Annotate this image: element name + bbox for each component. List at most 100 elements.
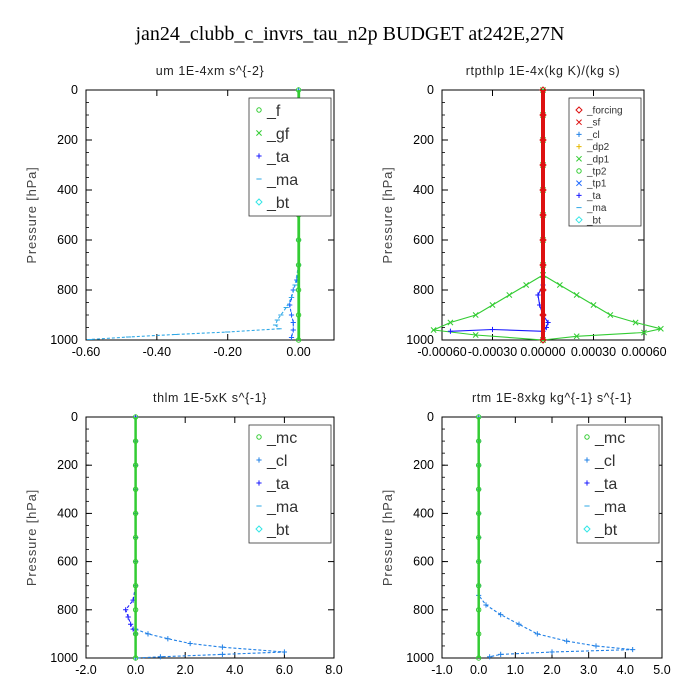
series-cl	[133, 626, 287, 661]
data-point	[487, 654, 493, 660]
y-axis-label: Pressure [hPa]	[24, 489, 39, 586]
data-point	[549, 649, 555, 655]
data-point	[219, 644, 225, 650]
legend-marker	[256, 480, 262, 486]
data-point	[475, 486, 482, 492]
data-point	[564, 638, 570, 644]
legend-marker	[576, 180, 582, 187]
legend-label: _bt	[594, 522, 618, 539]
legend-marker	[576, 144, 582, 150]
data-point	[132, 462, 139, 468]
x-tick-label: -0.60	[72, 345, 101, 359]
data-point	[641, 329, 647, 336]
data-point	[132, 414, 139, 420]
data-point	[483, 602, 489, 608]
y-tick-label: 200	[57, 458, 78, 472]
legend-label: _ma	[594, 499, 626, 516]
x-tick-label: 0.00000	[520, 345, 565, 359]
data-point	[545, 319, 551, 326]
series-forcing	[539, 86, 547, 344]
panel-title: rtpthlp 1E-4x(kg K)/(kg s)	[466, 64, 621, 78]
x-tick-label: 1.0	[507, 663, 524, 677]
legend-label: _tp2	[586, 167, 607, 178]
y-tick-label: 1000	[406, 333, 434, 347]
data-point	[475, 462, 482, 468]
legend-marker	[575, 106, 583, 114]
data-point	[288, 334, 295, 341]
legend-marker	[256, 434, 262, 440]
data-point	[516, 621, 522, 627]
data-point	[475, 631, 482, 637]
series-line	[450, 284, 549, 332]
data-point	[539, 261, 547, 269]
data-point	[556, 282, 563, 288]
data-point	[539, 236, 547, 244]
legend-marker	[576, 155, 582, 162]
data-point	[295, 287, 302, 293]
y-tick-label: 800	[57, 603, 78, 617]
legend-box	[568, 97, 642, 227]
legend-box	[248, 424, 332, 544]
x-tick-label: 8.0	[325, 663, 342, 677]
data-point	[534, 631, 540, 637]
data-point	[288, 312, 295, 318]
chart-panel-3: thlm 1E-5xK s^{-1} Pressure [hPa] 0 200 400 6…	[24, 391, 343, 677]
x-tick-label: -1.0	[431, 663, 453, 677]
y-axis-label: Pressure [hPa]	[24, 166, 39, 263]
y-tick-label: 800	[57, 283, 78, 297]
y-tick-label: 1000	[406, 651, 434, 665]
data-point	[489, 302, 496, 308]
x-tick-label: -0.00060	[417, 345, 466, 359]
legend-label: _bt	[266, 522, 290, 539]
x-tick-label: 0.00	[286, 345, 310, 359]
data-point	[539, 311, 547, 319]
legend-label: _f	[266, 103, 281, 120]
data-point	[657, 325, 664, 332]
legend-marker	[255, 198, 263, 206]
y-tick-label: 400	[57, 506, 78, 520]
legend-label: _tp1	[586, 179, 607, 190]
legend: _mc _cl _ta _ma _bt	[248, 424, 332, 544]
legend-label: _forcing	[586, 106, 623, 117]
data-point	[132, 583, 139, 589]
legend-marker	[576, 192, 582, 198]
legend-marker	[256, 107, 262, 113]
data-point	[607, 312, 614, 318]
data-point	[281, 649, 287, 655]
x-tick-label: -0.20	[213, 345, 242, 359]
data-point	[475, 655, 482, 661]
y-axis-label: Pressure [hPa]	[380, 489, 395, 586]
data-point	[447, 328, 454, 334]
y-axis-label: Pressure [hPa]	[380, 166, 395, 263]
legend-marker	[584, 457, 590, 463]
data-point	[535, 292, 541, 298]
data-point	[539, 161, 547, 169]
legend-label: _bt	[266, 195, 290, 212]
data-point	[157, 654, 163, 660]
x-tick-label: 4.0	[226, 663, 243, 677]
chart-panel-2: rtpthlp 1E-4x(kg K)/(kg s) Pressure [hPa]…	[380, 64, 667, 359]
y-tick-label: 0	[71, 410, 78, 424]
data-point	[430, 327, 437, 333]
data-point	[475, 510, 482, 517]
data-point	[475, 583, 482, 589]
legend-label: _ma	[266, 499, 298, 516]
legend-label: _dp2	[586, 142, 610, 153]
data-point	[125, 614, 131, 620]
x-tick-label: 3.0	[580, 663, 597, 677]
data-point	[290, 319, 296, 326]
data-point	[475, 558, 482, 565]
y-tick-label: 800	[413, 603, 434, 617]
chart-panel-4: rtm 1E-8xkg kg^{-1} s^{-1} Pressure [hPa]…	[380, 391, 671, 677]
legend-label: _mc	[266, 430, 297, 447]
data-point	[573, 292, 580, 298]
legend-marker	[575, 216, 583, 224]
legend-label: _ta	[266, 149, 289, 166]
data-point	[472, 332, 479, 338]
y-tick-label: 400	[413, 506, 434, 520]
panel-title: um 1E-4xm s^{-2}	[156, 64, 265, 78]
data-point	[489, 326, 496, 333]
data-point	[475, 414, 482, 420]
legend-label: _sf	[586, 118, 601, 129]
x-tick-label: 2.0	[177, 663, 194, 677]
